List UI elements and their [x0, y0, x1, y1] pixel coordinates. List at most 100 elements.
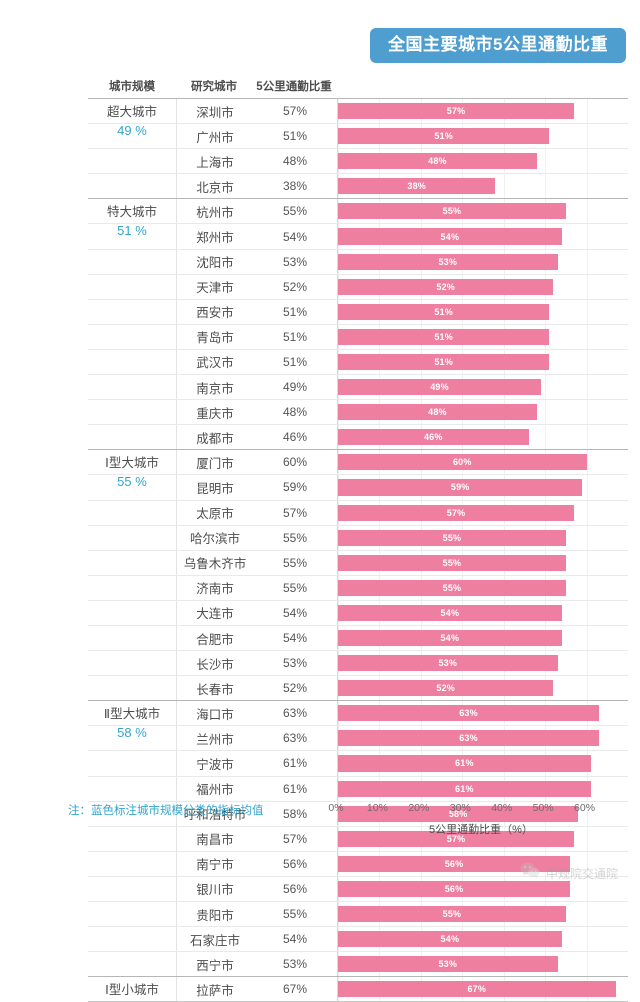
bar-value-label: 54% — [440, 231, 460, 242]
cell-city-scale — [88, 124, 176, 148]
cell-city-name: 兰州市 — [176, 726, 253, 751]
cell-city-scale — [88, 676, 176, 700]
bar-value-label: 53% — [438, 256, 458, 267]
cell-city-scale — [88, 877, 176, 901]
cell-ratio-value: 63% — [282, 706, 308, 721]
cell-ratio-value: 51% — [282, 304, 308, 319]
cell-bar-track: 55% — [337, 575, 628, 600]
bar: 48% — [338, 153, 537, 170]
table-row: 重庆市 48% 48% — [88, 400, 628, 426]
cell-ratio-value: 51% — [282, 354, 308, 369]
cell-city-name: 昆明市 — [176, 475, 253, 500]
bar: 51% — [338, 303, 550, 320]
cell-ratio-value: 52% — [282, 681, 308, 696]
cell-city-scale — [88, 475, 176, 499]
table-row: 超大城市 49 % 深圳市 57% 57% — [88, 98, 628, 138]
bar-value-label: 55% — [442, 557, 462, 568]
bar-value-label: 51% — [434, 356, 453, 367]
cell-bar-track: 57% — [337, 99, 628, 124]
bar: 60% — [338, 454, 587, 471]
cell-bar-track: 48% — [337, 149, 628, 174]
table-row: 贵阳市 55% 55% — [88, 902, 628, 928]
bar: 59% — [338, 479, 583, 496]
table-row: Ⅰ型大城市 55 % 厦门市 60% 60% — [88, 449, 628, 489]
cell-city-name: 太原市 — [176, 500, 253, 525]
cell-bar-track: 61% — [337, 776, 628, 801]
table-row: 武汉市 51% 51% — [88, 349, 628, 376]
bar: 57% — [338, 830, 575, 847]
bar: 51% — [338, 353, 550, 371]
cell-bar-track: 51% — [337, 324, 628, 349]
cell-city-scale — [88, 325, 176, 349]
cell-city-name: 西安市 — [176, 299, 253, 324]
table-row: Ⅰ型小城市 拉萨市 67% 67% — [88, 976, 628, 1002]
group-average-value: 58 % — [117, 725, 147, 741]
bar-value-label: 55% — [442, 909, 462, 920]
cell-city-name: 合肥市 — [176, 625, 253, 651]
bar-value-label: 53% — [438, 959, 458, 970]
cell-city-scale — [88, 551, 176, 575]
bar: 55% — [338, 906, 566, 923]
cell-city-name: 银川市 — [176, 876, 253, 901]
wechat-icon — [520, 862, 540, 884]
bar: 55% — [338, 579, 566, 596]
bar-value-label: 63% — [459, 733, 478, 744]
cell-city-name: 拉萨市 — [176, 977, 253, 1002]
cell-bar-track: 49% — [337, 375, 628, 400]
cell-bar-track: 54% — [337, 600, 628, 625]
chart-footer: 注：蓝色标注城市规模分类的指标均值 0% 10% 20% 30% 40% 50% 60% 5… — [0, 800, 640, 860]
bar-value-label: 57% — [446, 507, 466, 518]
table-row: 天津市 52% 52% — [88, 274, 628, 300]
cell-ratio-value: 55% — [282, 530, 308, 545]
bar: 55% — [338, 203, 566, 220]
bar: 49% — [338, 379, 541, 396]
cell-city-name: 大连市 — [176, 600, 253, 625]
cell-city-scale — [88, 149, 176, 173]
cell-ratio-value: 54% — [282, 932, 308, 947]
cell-city-scale — [88, 350, 176, 374]
cell-city-scale — [88, 777, 176, 801]
bar-value-label: 60% — [452, 457, 472, 468]
table-header-row: 城市规模 研究城市 5公里通勤比重 — [88, 78, 628, 98]
cell-city-scale: Ⅰ型小城市 — [88, 977, 176, 1001]
bar: 55% — [338, 554, 566, 571]
cell-bar-track: 54% — [337, 224, 628, 249]
cell-bar-track: 67% — [337, 977, 628, 1002]
bar: 55% — [338, 529, 566, 546]
bar-value-label: 59% — [450, 482, 470, 493]
bar-value-label: 67% — [467, 984, 487, 995]
bar: 51% — [338, 328, 550, 345]
bar: 38% — [338, 178, 496, 195]
cell-city-scale — [88, 174, 176, 198]
cell-bar-track: 53% — [337, 651, 628, 676]
bar: 57% — [338, 504, 575, 521]
cell-city-scale: 超大城市 49 % — [88, 99, 176, 138]
cell-bar-track: 55% — [337, 525, 628, 550]
cell-bar-track: 59% — [337, 475, 628, 500]
table-row: 乌鲁木齐市 55% 55% — [88, 550, 628, 576]
table-row: 广州市 51% 51% — [88, 124, 628, 150]
chart-title-banner: 全国主要城市5公里通勤比重 — [370, 28, 626, 63]
cell-bar-track: 54% — [337, 625, 628, 651]
table-row: 济南市 55% 55% — [88, 575, 628, 601]
cell-ratio-value: 59% — [282, 480, 308, 495]
cell-ratio-value: 53% — [282, 957, 308, 972]
group-average-value: 55 % — [117, 474, 147, 490]
cell-city-scale — [88, 576, 176, 600]
cell-city-name: 南京市 — [176, 375, 253, 400]
table-row: Ⅱ型大城市 58 % 海口市 63% 63% — [88, 700, 628, 740]
x-axis-tick-label: 40% — [491, 802, 513, 814]
cell-bar-track: 60% — [337, 450, 628, 475]
x-axis-ticks: 0% 10% 20% 30% 40% 50% 60% — [328, 802, 626, 816]
bar-value-label: 56% — [444, 858, 464, 869]
column-header-ratio: 5公里通勤比重 — [256, 81, 332, 93]
cell-bar-track: 55% — [337, 199, 628, 224]
table-row: 哈尔滨市 55% 55% — [88, 525, 628, 551]
cell-bar-track: 54% — [337, 927, 628, 952]
cell-city-scale — [88, 526, 176, 550]
group-label: Ⅱ型大城市 — [103, 707, 161, 722]
cell-city-name: 郑州市 — [176, 224, 253, 249]
watermark: 中规院交通院 — [520, 862, 618, 884]
cell-city-name: 济南市 — [176, 575, 253, 600]
cell-city-name: 宁波市 — [176, 751, 253, 776]
